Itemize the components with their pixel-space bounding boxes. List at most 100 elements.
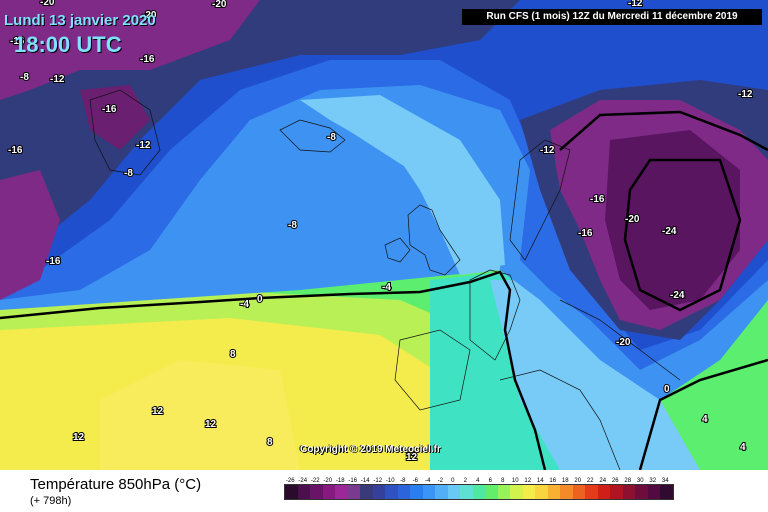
map-label: 12: [406, 452, 418, 463]
map-label: -8: [124, 168, 133, 179]
scale-swatch: [410, 485, 423, 499]
map-label: -16: [590, 194, 605, 205]
purple-greenland: [80, 85, 150, 150]
map-label: -16: [102, 104, 117, 115]
temperature-map: -20 -20 -12 -16 -8 -12 -12 -16 -16 -12 -…: [0, 0, 768, 470]
scale-tick-label: 8: [501, 478, 505, 484]
map-label: 0: [257, 294, 263, 305]
scale-tick-label: 12: [524, 478, 532, 484]
scale-swatch: [460, 485, 473, 499]
map-label: 8: [230, 349, 236, 360]
scale-swatch: [585, 485, 598, 499]
scale-swatch: [610, 485, 623, 499]
cyan-tongue-2: [300, 95, 505, 270]
scale-tick-label: -10: [385, 478, 395, 484]
purple-west: [0, 170, 60, 300]
scale-swatch: [385, 485, 398, 499]
scale-tick-label: -2: [437, 478, 443, 484]
scale-tick-label: 6: [488, 478, 492, 484]
scale-swatch: [447, 485, 460, 499]
map-label: -20: [142, 10, 157, 21]
map-label: 12: [205, 419, 217, 430]
map-label: -8: [327, 132, 336, 143]
scale-tick-label: 0: [451, 478, 455, 484]
scale-tick-label: -4: [425, 478, 431, 484]
scale-bar: [284, 484, 674, 500]
scale-tick-label: -24: [298, 478, 308, 484]
map-label: -16: [46, 256, 61, 267]
minus-16-contour: [559, 110, 768, 152]
map-label: -12: [628, 0, 643, 9]
map-label: -4: [382, 282, 391, 293]
scale-swatch: [335, 485, 348, 499]
color-scale: -26 -24 -22 -20 -18 -16 -14 -12 -10 -8 -6 -4 -2 0 2 4 6 8…: [284, 478, 674, 500]
scale-tick-label: -26: [285, 478, 295, 484]
scale-swatch: [372, 485, 385, 499]
map-label: -20: [212, 0, 227, 10]
scale-swatch: [472, 485, 485, 499]
map-label: -20: [616, 337, 631, 348]
scale-tick-label: 20: [574, 478, 582, 484]
scale-tick-label: -14: [360, 478, 370, 484]
map-label: -12: [50, 74, 65, 85]
scale-tick-label: -6: [412, 478, 418, 484]
scale-swatch: [347, 485, 360, 499]
map-label: 8: [267, 437, 273, 448]
isotherm-labels: -20 -20 -12 -16 -8 -12 -12 -16 -16 -12 -…: [7, 0, 754, 464]
forecast-time: 18:00 UTC: [14, 32, 122, 57]
scale-tick-label: -16: [348, 478, 358, 484]
scale-tick-label: 30: [636, 478, 644, 484]
map-label: -4: [240, 299, 249, 310]
map-label: 12: [73, 432, 85, 443]
scale-tick-label: 10: [511, 478, 519, 484]
zero-isotherm-east: [638, 358, 768, 470]
map-label: -12: [136, 140, 151, 151]
map-label: -24: [670, 290, 685, 301]
scale-swatch: [360, 485, 373, 499]
map-label: -20: [40, 0, 55, 8]
scale-swatch: [572, 485, 585, 499]
map-label: 0: [664, 384, 670, 395]
scale-swatch: [547, 485, 560, 499]
map-label: -8: [20, 72, 29, 83]
minus-24-contour: [623, 158, 742, 312]
scale-tick-label: 2: [463, 478, 467, 484]
scale-swatch: [297, 485, 310, 499]
scale-tick-label: 14: [536, 478, 544, 484]
map-label: -16: [140, 54, 155, 65]
scale-tick-label: -12: [373, 478, 383, 484]
run-info: Run CFS (1 mois) 12Z du Mercredi 11 déce…: [462, 9, 762, 25]
scale-swatch: [660, 485, 673, 499]
scale-swatch: [647, 485, 660, 499]
map-label: -12: [540, 145, 555, 156]
scale-swatch: [522, 485, 535, 499]
scale-tick-label: 4: [476, 478, 480, 484]
scale-swatch: [560, 485, 573, 499]
map-svg: -20 -20 -12 -16 -8 -12 -12 -16 -16 -12 -…: [0, 0, 768, 470]
scale-tick-label: 32: [649, 478, 657, 484]
scale-tick-label: 26: [611, 478, 619, 484]
map-label: -16: [8, 145, 23, 156]
scale-swatch: [535, 485, 548, 499]
scale-tick-label: -20: [323, 478, 333, 484]
scale-tick-label: -8: [400, 478, 406, 484]
scale-ticks: -26 -24 -22 -20 -18 -16 -14 -12 -10 -8 -6 -4 -2 0 2 4 6 8…: [284, 478, 674, 484]
scale-swatch: [285, 485, 298, 499]
scale-swatch: [322, 485, 335, 499]
scale-tick-label: 24: [599, 478, 607, 484]
purple-north: [0, 0, 260, 100]
scale-tick-label: -18: [335, 478, 345, 484]
lead-time: (+ 798h): [30, 495, 72, 507]
scale-tick-label: 22: [586, 478, 594, 484]
copyright: Copyright © 2019 Meteociel.fr: [300, 444, 441, 455]
map-label: -16: [10, 36, 25, 47]
scale-swatch: [622, 485, 635, 499]
scale-swatch: [485, 485, 498, 499]
scale-swatch: [310, 485, 323, 499]
legend-title: Température 850hPa (°C): [30, 476, 202, 493]
map-label: -12: [738, 89, 753, 100]
scale-swatch: [497, 485, 510, 499]
map-label: 4: [702, 414, 708, 425]
scale-tick-label: 16: [549, 478, 557, 484]
